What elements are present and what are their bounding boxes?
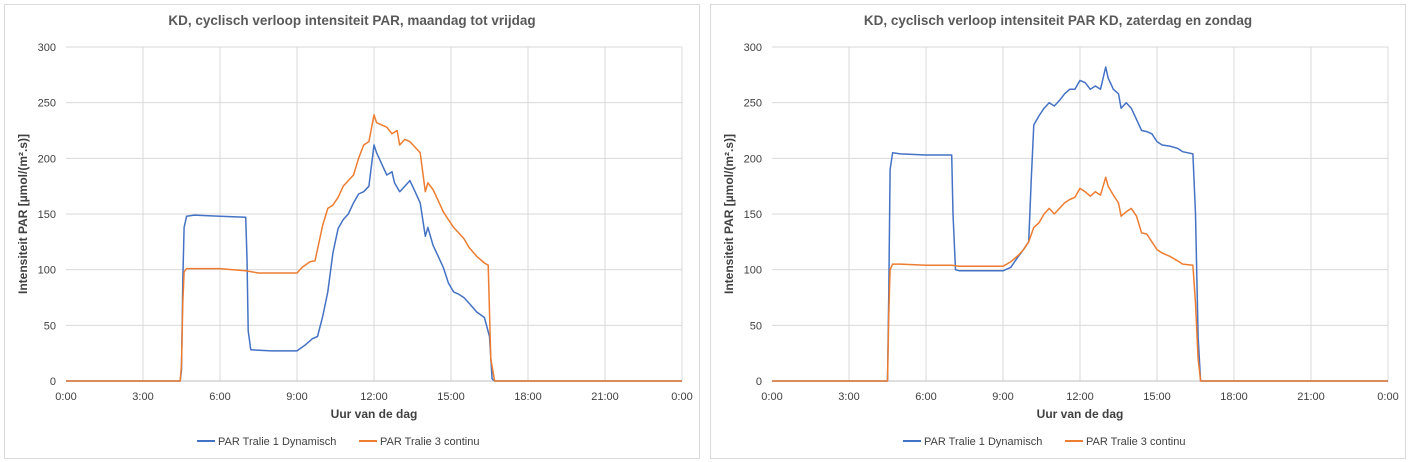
- y-tick-label: 0: [50, 376, 56, 388]
- y-tick-label: 100: [744, 265, 762, 277]
- x-tick-label: 0:00: [1377, 391, 1398, 403]
- y-tick-label: 150: [38, 209, 56, 221]
- y-axis-label: Intensiteit PAR [µmol/(m².s)]: [16, 134, 30, 294]
- x-tick-label: 18:00: [1220, 391, 1248, 403]
- x-tick-label: 0:00: [55, 391, 76, 403]
- chart-title: KD, cyclisch verloop intensiteit PAR, ma…: [168, 13, 535, 28]
- chart-panel-weekdays: KD, cyclisch verloop intensiteit PAR, ma…: [4, 4, 700, 459]
- y-tick-label: 300: [744, 42, 762, 54]
- x-tick-label: 0:00: [761, 391, 782, 403]
- legend-entry: PAR Tralie 1 Dynamisch: [218, 436, 336, 448]
- x-tick-label: 15:00: [437, 391, 465, 403]
- x-tick-label: 9:00: [286, 391, 307, 403]
- y-tick-label: 300: [38, 42, 56, 54]
- series-line-tralie-3-continu: [66, 114, 682, 382]
- y-tick-label: 50: [750, 320, 762, 332]
- x-tick-label: 6:00: [209, 391, 230, 403]
- legend-entry: PAR Tralie 1 Dynamisch: [924, 436, 1042, 448]
- chart-panel-weekend: KD, cyclisch verloop intensiteit PAR KD,…: [710, 4, 1406, 459]
- y-tick-label: 100: [38, 265, 56, 277]
- legend-entry: PAR Tralie 3 continu: [1086, 436, 1185, 448]
- y-tick-label: 250: [38, 98, 56, 110]
- y-tick-label: 250: [744, 98, 762, 110]
- y-tick-label: 200: [38, 153, 56, 165]
- series-line-tralie-1-dynamisch: [772, 66, 1388, 382]
- y-tick-label: 0: [756, 376, 762, 388]
- y-tick-label: 150: [744, 209, 762, 221]
- legend-entry: PAR Tralie 3 continu: [380, 436, 479, 448]
- x-axis-label: Uur van de dag: [1037, 407, 1124, 421]
- y-tick-label: 50: [44, 320, 56, 332]
- y-tick-label: 200: [744, 153, 762, 165]
- series-line-tralie-1-dynamisch: [66, 144, 682, 382]
- x-tick-label: 21:00: [591, 391, 619, 403]
- chart-weekend-svg: KD, cyclisch verloop intensiteit PAR KD,…: [722, 13, 1399, 448]
- x-tick-label: 21:00: [1297, 391, 1325, 403]
- chart-title: KD, cyclisch verloop intensiteit PAR KD,…: [864, 13, 1252, 28]
- y-axis-label: Intensiteit PAR [µmol/(m².s)]: [722, 134, 736, 294]
- series-line-tralie-3-continu: [772, 176, 1388, 382]
- x-tick-label: 9:00: [992, 391, 1013, 403]
- chart-weekdays-svg: KD, cyclisch verloop intensiteit PAR, ma…: [16, 13, 693, 448]
- x-tick-label: 0:00: [671, 391, 692, 403]
- x-tick-label: 18:00: [514, 391, 542, 403]
- x-tick-label: 6:00: [915, 391, 936, 403]
- x-tick-label: 12:00: [1066, 391, 1094, 403]
- x-tick-label: 15:00: [1143, 391, 1171, 403]
- x-tick-label: 3:00: [838, 391, 859, 403]
- x-tick-label: 3:00: [132, 391, 153, 403]
- x-tick-label: 12:00: [360, 391, 388, 403]
- x-axis-label: Uur van de dag: [331, 407, 418, 421]
